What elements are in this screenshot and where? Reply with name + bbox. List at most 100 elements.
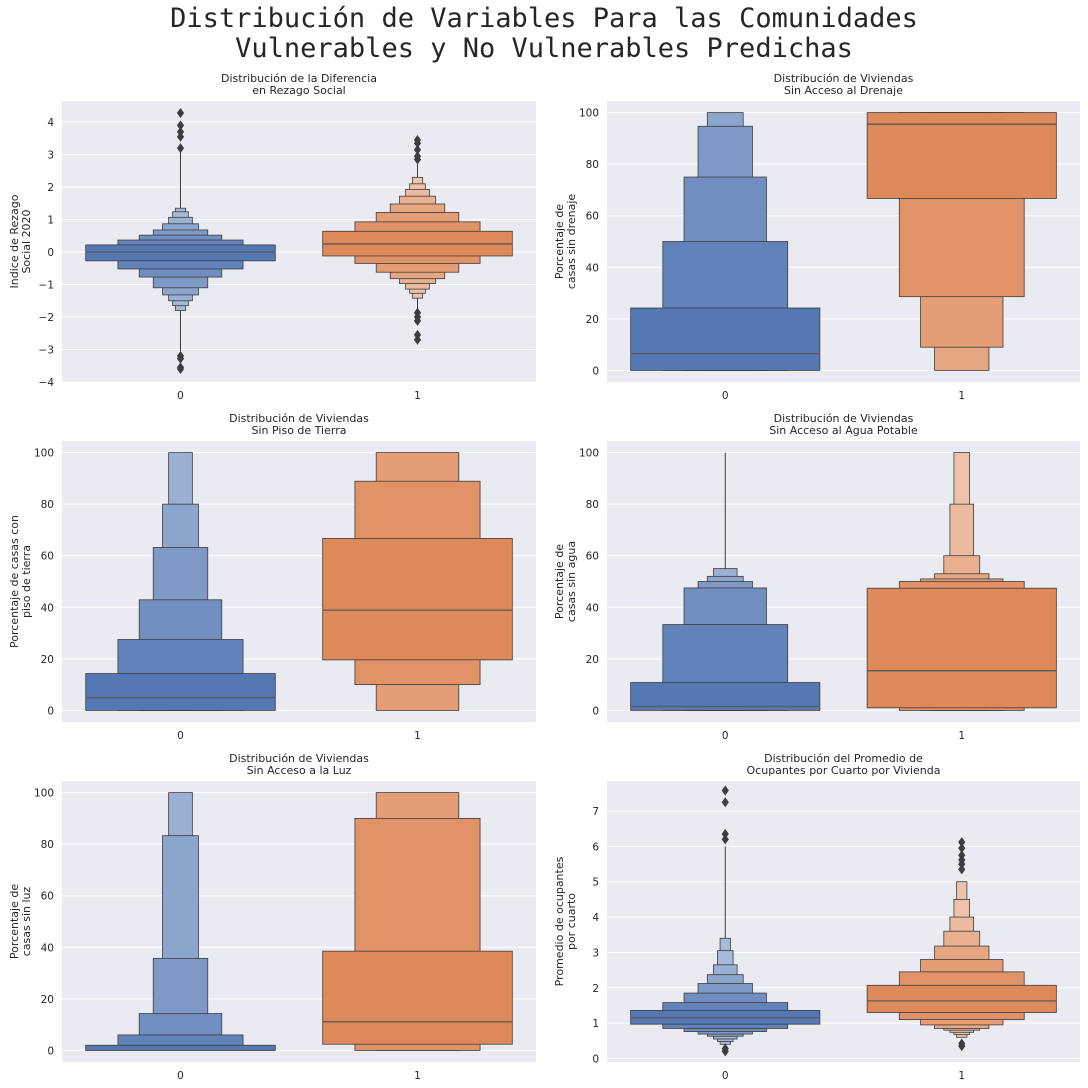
boxen-group-0: [630, 785, 821, 1057]
y-tick-label: 60: [586, 211, 599, 223]
y-tick-label: 40: [586, 262, 599, 274]
y-axis-label: piso de tierra: [20, 545, 33, 618]
y-tick-label: 5: [592, 877, 599, 889]
subplot-4: 0 20 40 60 80 100 Distribución de ViviendasSin…: [553, 412, 1080, 742]
boxen-group-0: [85, 792, 276, 1052]
x-tick-label: 1: [958, 390, 965, 402]
y-tick-label: 80: [586, 499, 599, 511]
y-tick-label: 100: [579, 448, 599, 460]
x-tick-label: 1: [958, 730, 965, 742]
y-tick-label: 100: [579, 108, 599, 120]
y-tick-label: 0: [47, 247, 54, 259]
outlier-point: [958, 850, 966, 861]
x-tick-label: 1: [414, 390, 421, 402]
subplot-title: Sin Acceso a la Luz: [247, 764, 352, 777]
y-axis-label: casas sin luz: [20, 887, 33, 957]
y-tick-label: 80: [41, 499, 54, 511]
x-tick-label: 0: [722, 730, 729, 742]
boxen-box: [85, 244, 276, 262]
y-tick-label: 0: [592, 365, 599, 377]
boxen-box: [85, 1044, 276, 1051]
outlier-point: [958, 864, 966, 875]
subplot-title: Sin Piso de Tierra: [252, 424, 347, 437]
y-axis-label: Porcentaje de: [553, 204, 566, 279]
y-tick-label: 4: [47, 117, 54, 129]
y-axis-label: Porcentaje de: [8, 884, 21, 959]
subplot-title: en Rezago Social: [252, 84, 346, 97]
boxen-box: [630, 307, 821, 371]
boxen-group-0: [85, 108, 276, 375]
y-axis-label: Indice de Rezago: [8, 194, 21, 288]
y-tick-label: 40: [586, 602, 599, 614]
figure-title: Distribución de Variables Para las Comun…: [170, 3, 918, 64]
boxen-group-1: [322, 792, 513, 1051]
y-tick-label: −3: [39, 345, 54, 357]
subplot-6: 0 1 2 3 4 5 6 7 Distribución del Promedio deOcup…: [553, 752, 1080, 1082]
y-tick-label: 100: [34, 448, 54, 460]
boxen-box: [630, 682, 821, 711]
boxen-box: [85, 673, 276, 711]
subplot-title: Ocupantes por Cuarto por Vivienda: [747, 764, 941, 777]
y-tick-label: 2: [47, 182, 54, 194]
y-tick-label: −2: [39, 312, 54, 324]
outlier-point: [721, 834, 729, 845]
boxen-group-0: [85, 452, 276, 711]
y-tick-label: 20: [586, 654, 599, 666]
boxen-box: [322, 538, 513, 661]
subplot-title: Distribución de la Diferencia: [221, 72, 377, 85]
y-tick-label: 6: [592, 841, 599, 853]
subplot-5: 0 20 40 60 80 100 Distribución de ViviendasSin…: [8, 752, 536, 1082]
outlier-point: [176, 126, 185, 137]
x-tick-label: 0: [722, 390, 729, 402]
subplot-title: Sin Acceso al Drenaje: [784, 84, 903, 97]
subplot-title: Distribución de Viviendas: [774, 72, 914, 85]
y-axis-label: casas sin drenaje: [565, 194, 578, 290]
y-tick-label: 20: [41, 994, 54, 1006]
y-tick-label: 4: [592, 912, 599, 924]
boxen-box: [866, 984, 1057, 1013]
boxen-group-1: [322, 452, 513, 711]
outlier-point: [721, 785, 729, 796]
y-axis-label: Porcentaje de: [553, 544, 566, 619]
x-tick-label: 0: [722, 1070, 729, 1082]
subplot-title: Distribución de Viviendas: [229, 412, 369, 425]
y-tick-label: 40: [41, 942, 54, 954]
subplot-2: 0 20 40 60 80 100 Distribución de ViviendasSin…: [553, 72, 1080, 402]
outlier-point: [413, 134, 422, 145]
outlier-point: [958, 837, 966, 848]
x-tick-label: 0: [177, 390, 184, 402]
outlier-point: [413, 144, 422, 155]
outlier-point: [413, 334, 422, 345]
y-tick-label: 0: [592, 1053, 599, 1065]
y-tick-label: 0: [47, 1045, 54, 1057]
y-tick-label: 80: [41, 839, 54, 851]
y-tick-label: 20: [41, 654, 54, 666]
boxen-group-0: [630, 112, 821, 371]
y-tick-label: 1: [592, 1018, 599, 1030]
outlier-point: [721, 1043, 729, 1054]
y-tick-label: 40: [41, 602, 54, 614]
outlier-point: [176, 108, 185, 119]
boxen-group-0: [630, 452, 821, 711]
x-tick-label: 0: [177, 730, 184, 742]
outlier-point: [176, 120, 185, 131]
y-tick-label: 0: [592, 705, 599, 717]
y-tick-label: 60: [41, 551, 54, 563]
y-axis-label: casas sin agua: [565, 541, 578, 622]
boxen-group-1: [866, 112, 1057, 371]
outlier-point: [176, 364, 185, 375]
x-tick-label: 1: [414, 730, 421, 742]
outlier-point: [413, 315, 422, 326]
y-tick-label: 7: [592, 806, 599, 818]
outlier-point: [176, 353, 185, 364]
y-tick-label: −1: [39, 280, 54, 292]
subplot-title: Distribución de Viviendas: [229, 752, 369, 765]
boxen-group-1: [322, 134, 513, 345]
y-tick-label: 3: [47, 150, 54, 162]
outlier-point: [721, 797, 729, 808]
x-tick-label: 1: [958, 1070, 965, 1082]
subplot-title: Distribución de Viviendas: [774, 412, 914, 425]
outlier-point: [413, 151, 422, 162]
y-tick-label: 100: [34, 788, 54, 800]
